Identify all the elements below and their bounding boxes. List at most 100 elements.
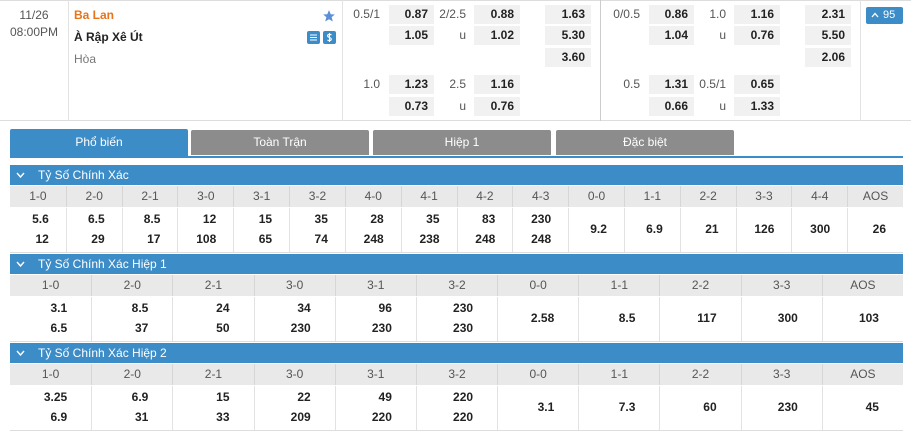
odds-value[interactable]: 248	[531, 232, 552, 246]
divider	[600, 0, 601, 121]
odds-value[interactable]: 6.5	[50, 321, 68, 335]
odds-value[interactable]: 108	[196, 232, 217, 246]
odds-value[interactable]: 220	[371, 410, 392, 424]
odds-value[interactable]: 6.5	[87, 212, 105, 226]
odds-value[interactable]: 21	[705, 222, 719, 236]
odds-value[interactable]: 230	[290, 321, 311, 335]
odds-value[interactable]: 300	[810, 222, 831, 236]
col-border	[253, 297, 255, 341]
section-title: Tỷ Số Chính Xác Hiệp 2	[38, 346, 167, 360]
odds-value[interactable]: 15	[216, 390, 230, 404]
odds-value[interactable]: 83	[481, 212, 496, 226]
odds-value[interactable]: 15	[258, 212, 273, 226]
odds-line: u	[459, 28, 466, 42]
odds-value[interactable]: 8.5	[131, 301, 149, 315]
score-header: AOS	[821, 275, 903, 296]
col-border	[659, 297, 661, 341]
odds-value[interactable]: 209	[290, 410, 311, 424]
collapse-icon[interactable]	[16, 172, 25, 178]
odds-value[interactable]: 230	[453, 321, 474, 335]
odds-box: 1.33	[734, 97, 780, 116]
score-header: 4-2	[456, 186, 513, 207]
score-header: 3-0	[253, 275, 335, 296]
odds-value[interactable]: 3.1	[537, 400, 555, 414]
odds-value[interactable]: 8.5	[143, 212, 161, 226]
odds-value[interactable]: 60	[703, 400, 717, 414]
odds-value[interactable]: 26	[872, 222, 886, 236]
odds-value[interactable]: 17	[147, 232, 161, 246]
col-border	[578, 297, 580, 341]
odds-value[interactable]: 29	[91, 232, 105, 246]
score-header: AOS	[847, 186, 903, 207]
odds-box: 0.73	[389, 97, 434, 116]
odds-box: 1.02	[474, 26, 520, 45]
score-header: 2-1	[172, 364, 253, 385]
tab[interactable]: Phổ biến	[10, 129, 188, 157]
section-bar[interactable]	[10, 343, 903, 363]
odds-value[interactable]: 6.9	[131, 390, 149, 404]
odds-value[interactable]: 6.9	[50, 410, 68, 424]
odds-value[interactable]: 220	[453, 410, 474, 424]
odds-value[interactable]: 9.2	[590, 222, 607, 236]
collapse-icon[interactable]	[16, 350, 25, 356]
odds-value[interactable]: 65	[258, 232, 273, 246]
tab[interactable]: Toàn Trận	[191, 130, 369, 155]
odds-value[interactable]: 230	[777, 400, 798, 414]
section-bar[interactable]	[10, 254, 903, 274]
odds-value[interactable]: 103	[858, 311, 879, 325]
odds-value[interactable]: 35	[314, 212, 328, 226]
money-icon[interactable]	[323, 31, 336, 44]
col-border	[735, 208, 737, 252]
odds-value[interactable]: 12	[35, 232, 49, 246]
tab[interactable]: Đặc biệt	[556, 130, 734, 155]
odds-value[interactable]: 50	[216, 321, 230, 335]
odds-value[interactable]: 300	[777, 311, 798, 325]
odds-value[interactable]: 31	[134, 410, 149, 424]
odds-value[interactable]: 248	[475, 232, 496, 246]
odds-value[interactable]: 220	[453, 390, 474, 404]
odds-value[interactable]: 230	[453, 301, 474, 315]
odds-value[interactable]: 230	[371, 321, 392, 335]
odds-value[interactable]: 33	[216, 410, 230, 424]
odds-value[interactable]: 3.25	[43, 390, 68, 404]
odds-value[interactable]: 34	[297, 301, 311, 315]
odds-value[interactable]: 117	[697, 311, 717, 325]
odds-value[interactable]: 126	[754, 222, 775, 236]
odds-value[interactable]: 24	[216, 301, 230, 315]
odds-value[interactable]: 28	[370, 212, 384, 226]
collapse-icon[interactable]	[16, 261, 25, 267]
more-button[interactable]: 95	[866, 7, 903, 24]
tab[interactable]: Hiệp 1	[373, 130, 551, 155]
col-border	[497, 386, 499, 430]
odds-value[interactable]: 248	[363, 232, 384, 246]
col-border	[568, 208, 570, 252]
odds-value[interactable]: 6.9	[646, 222, 663, 236]
odds-value[interactable]: 5.6	[32, 212, 49, 226]
odds-value[interactable]: 230	[531, 212, 552, 226]
odds-line: u	[459, 99, 466, 113]
odds-value[interactable]: 2.58	[530, 311, 555, 325]
odds-value[interactable]: 7.3	[618, 400, 636, 414]
star-icon[interactable]	[322, 9, 336, 23]
section-bar[interactable]	[10, 165, 903, 185]
score-header: 1-0	[29, 189, 47, 203]
score-header: 3-0	[253, 364, 335, 385]
top-frame	[0, 0, 911, 121]
odds-line: 2.5	[449, 77, 466, 91]
odds-box: 0.66	[649, 97, 694, 116]
odds-value[interactable]: 12	[202, 212, 217, 226]
odds-value[interactable]: 45	[865, 400, 879, 414]
score-header: 3-2	[289, 186, 345, 207]
stats-icon[interactable]	[307, 31, 320, 44]
odds-value[interactable]: 74	[314, 232, 328, 246]
odds-value[interactable]: 3.1	[50, 301, 68, 315]
odds-value[interactable]: 35	[426, 212, 440, 226]
odds-value[interactable]: 22	[297, 390, 311, 404]
row-border	[10, 430, 903, 431]
odds-value[interactable]: 238	[419, 232, 440, 246]
odds-value[interactable]: 8.5	[618, 311, 636, 325]
col-border	[334, 297, 336, 341]
odds-value[interactable]: 96	[378, 301, 392, 315]
odds-value[interactable]: 49	[378, 390, 392, 404]
odds-value[interactable]: 37	[134, 321, 149, 335]
